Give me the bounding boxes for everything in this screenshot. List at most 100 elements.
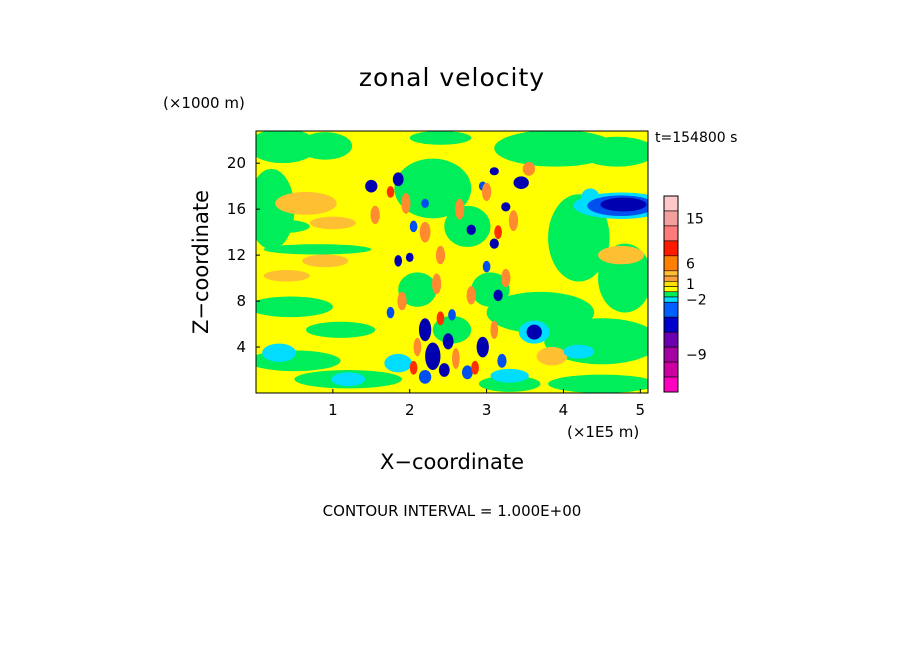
contour-region-46 [489, 238, 499, 249]
contour-region-58 [448, 309, 456, 321]
contour-region-7 [256, 219, 310, 234]
contour-region-41 [392, 172, 404, 187]
colorbar-tick-label: 6 [686, 256, 695, 272]
contour-region-68 [455, 198, 465, 220]
colorbar-swatch [663, 291, 679, 298]
contour-region-6 [263, 244, 372, 255]
time-label: t=154800 s [655, 130, 737, 146]
contour-region-57 [497, 353, 507, 368]
y-tick-label: 8 [236, 292, 246, 310]
contour-interval-note: CONTOUR INTERVAL = 1.000E+00 [323, 502, 582, 520]
plot-frame [255, 130, 649, 394]
plot-area [255, 130, 649, 394]
contour-region-49 [493, 289, 503, 302]
contour-region-38 [600, 197, 647, 212]
colorbar-swatch [663, 316, 679, 333]
contour-region-10 [256, 296, 333, 318]
contour-fills [256, 131, 648, 393]
colorbar-tick-label: 15 [686, 211, 704, 227]
contour-region-83 [386, 186, 395, 198]
contour-region-48 [405, 252, 414, 262]
contour-region-81 [409, 360, 418, 375]
contour-region-66 [419, 221, 431, 243]
contour-region-25 [444, 205, 491, 248]
contour-region-61 [409, 220, 418, 233]
contour-region-54 [438, 363, 450, 377]
contour-region-40 [365, 179, 378, 193]
y-axis-ticks: 4 8 12 16 20 [227, 154, 260, 356]
contour-region-75 [501, 268, 511, 288]
contour-region-29 [262, 343, 296, 362]
colorbar-swatch [663, 346, 679, 363]
x-axis-ticks: 1 2 3 4 5 [328, 389, 645, 419]
colorbar-swatch [663, 240, 679, 257]
y-tick-label: 20 [227, 154, 246, 172]
colorbar-swatch [663, 331, 679, 348]
contour-region-52 [442, 333, 454, 350]
contour-region-72 [397, 291, 407, 311]
contour-region-39 [526, 324, 542, 340]
contour-region-55 [418, 370, 432, 384]
colorbar-swatch [663, 255, 679, 272]
contour-region-19 [309, 216, 356, 230]
y-tick-label: 12 [227, 246, 246, 264]
contour-region-78 [490, 320, 499, 339]
contour-region-77 [452, 348, 460, 369]
colorbar-swatch [663, 275, 679, 282]
colorbar-swatch [663, 280, 679, 287]
contour-region-79 [436, 311, 445, 326]
colorbar-swatch [663, 210, 679, 227]
colorbar-swatch [663, 296, 679, 303]
contour-region-76 [413, 337, 422, 357]
contour-region-73 [432, 273, 442, 295]
contour-region-43 [513, 176, 529, 190]
contour-region-1 [298, 132, 353, 160]
x-tick-label: 5 [636, 401, 646, 419]
x-tick-label: 1 [328, 401, 338, 419]
contour-region-74 [466, 286, 476, 305]
contour-region-67 [435, 245, 446, 265]
colorbar-swatch [663, 270, 679, 277]
contour-region-30 [331, 372, 366, 387]
contour-region-80 [471, 360, 479, 375]
colorbar-swatch [663, 376, 679, 393]
contour-region-22 [598, 245, 645, 265]
x-tick-label: 3 [482, 401, 492, 419]
contour-region-18 [275, 191, 337, 215]
contour-region-45 [466, 224, 476, 235]
colorbar-swatch [663, 195, 679, 212]
colorbar-swatch [663, 286, 679, 293]
x-tick-label: 4 [559, 401, 569, 419]
contour-region-59 [386, 306, 395, 319]
contour-region-2 [409, 131, 472, 145]
colorbar-frame [663, 195, 679, 393]
y-axis-label: Z−coordinate [189, 190, 213, 334]
contour-region-31 [384, 353, 413, 373]
contour-region-63 [421, 198, 429, 208]
x-tick-label: 2 [405, 401, 415, 419]
contour-region-71 [522, 162, 536, 176]
y-tick-label: 16 [227, 200, 246, 218]
contour-region-32 [490, 368, 529, 383]
contour-region-11 [305, 321, 376, 338]
contour-region-53 [476, 336, 489, 358]
contour-region-82 [494, 225, 502, 240]
x-unit-label: (×1E5 m) [567, 423, 639, 441]
y-unit-label: (×1000 m) [163, 94, 245, 112]
contour-region-16 [548, 374, 648, 393]
contour-region-21 [263, 270, 310, 282]
colorbar-tick-label: −9 [686, 348, 707, 364]
contour-region-69 [481, 182, 492, 202]
contour-region-56 [461, 365, 473, 380]
contour-region-64 [370, 205, 380, 225]
contour-region-65 [401, 193, 411, 214]
colorbar-tick-label: 1 [686, 277, 695, 293]
colorbar-swatch [663, 225, 679, 242]
contour-region-20 [302, 254, 349, 268]
contour-region-60 [482, 260, 491, 273]
colorbar: 15 6 1−2 −9 [663, 195, 707, 393]
contour-region-51 [425, 342, 441, 371]
x-axis-label: X−coordinate [380, 450, 524, 474]
contour-region-44 [501, 202, 511, 212]
